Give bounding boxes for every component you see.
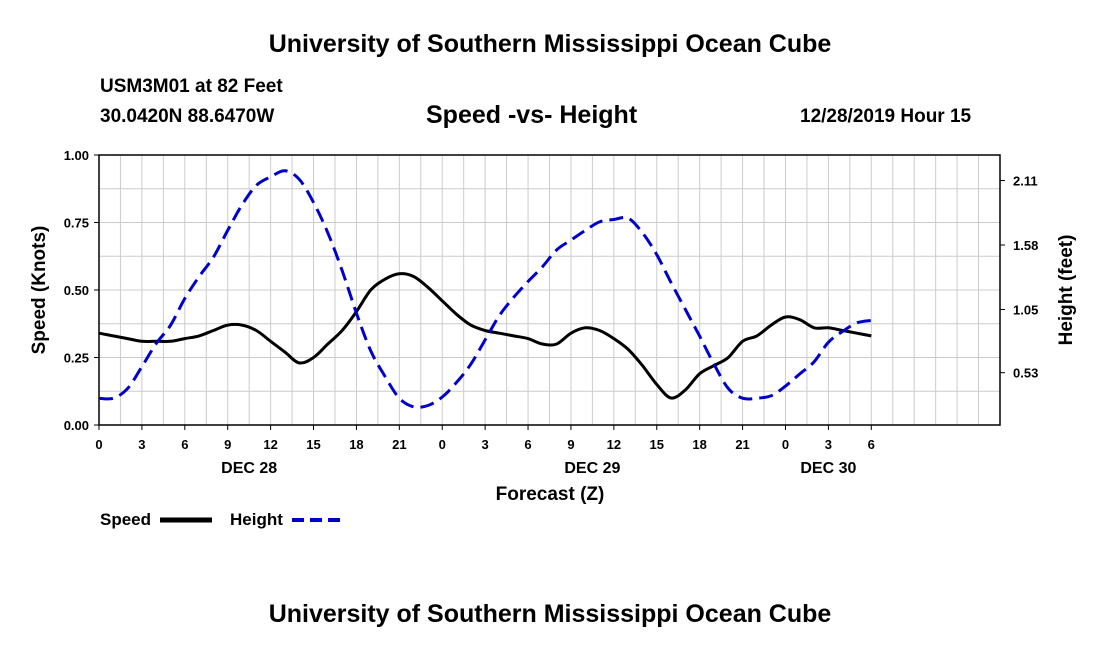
legend-height-label: Height bbox=[230, 510, 283, 529]
x-tick-label: 15 bbox=[650, 437, 664, 452]
x-tick-label: 18 bbox=[692, 437, 706, 452]
x-tick-label: 3 bbox=[138, 437, 145, 452]
forecast-datetime: 12/28/2019 Hour 15 bbox=[800, 106, 972, 127]
coordinates-label: 30.0420N 88.6470W bbox=[100, 106, 275, 127]
x-date-label: DEC 30 bbox=[800, 460, 856, 477]
y-tick-label: 0.25 bbox=[64, 351, 89, 366]
y2-tick-label: 2.11 bbox=[1013, 174, 1038, 189]
x-tick-label: 3 bbox=[482, 437, 489, 452]
y2-tick-label: 1.05 bbox=[1013, 302, 1038, 317]
y2-tick-label: 0.53 bbox=[1013, 366, 1038, 381]
x-tick-label: 0 bbox=[95, 437, 102, 452]
y-tick-label: 0.00 bbox=[64, 418, 89, 433]
x-tick-label: 0 bbox=[439, 437, 446, 452]
y-tick-label: 1.00 bbox=[64, 148, 89, 163]
x-tick-label: 12 bbox=[263, 437, 277, 452]
x-tick-label: 0 bbox=[782, 437, 789, 452]
x-tick-label: 21 bbox=[392, 437, 406, 452]
grid bbox=[99, 155, 1000, 425]
height-line bbox=[98, 169, 872, 409]
x-tick-label: 6 bbox=[524, 437, 531, 452]
y2-tick-label: 1.58 bbox=[1013, 238, 1038, 253]
station-label: USM3M01 at 82 Feet bbox=[100, 76, 283, 97]
x-tick-label: 6 bbox=[868, 437, 875, 452]
x-tick-label: 9 bbox=[567, 437, 574, 452]
legend: Speed Height bbox=[100, 510, 344, 529]
y2-axis-label: Height (feet) bbox=[1056, 235, 1077, 346]
x-tick-label: 15 bbox=[306, 437, 320, 452]
x-tick-label: 3 bbox=[825, 437, 832, 452]
page-title: University of Southern Mississippi Ocean… bbox=[268, 30, 832, 58]
footer-title: University of Southern Mississippi Ocean… bbox=[268, 600, 832, 628]
x-tick-label: 6 bbox=[181, 437, 188, 452]
chart-title: Speed -vs- Height bbox=[426, 101, 638, 129]
series-lines bbox=[98, 169, 872, 409]
x-axis-label: Forecast (Z) bbox=[496, 484, 605, 505]
y-tick-label: 0.50 bbox=[64, 283, 89, 298]
legend-speed-label: Speed bbox=[100, 510, 151, 529]
x-tick-label: 18 bbox=[349, 437, 363, 452]
x-tick-label: 12 bbox=[607, 437, 621, 452]
axis-ticks: 0.00 0.25 0.50 0.75 1.00 0.53 1.05 1.58 2.11 0 3 6 9… bbox=[64, 148, 1039, 477]
x-date-label: DEC 29 bbox=[564, 460, 620, 477]
x-tick-label: 21 bbox=[735, 437, 749, 452]
speed-line bbox=[98, 272, 872, 400]
x-tick-label: 9 bbox=[224, 437, 231, 452]
x-date-label: DEC 28 bbox=[221, 460, 277, 477]
y-axis-label: Speed (Knots) bbox=[29, 226, 50, 355]
y-tick-label: 0.75 bbox=[64, 216, 89, 231]
